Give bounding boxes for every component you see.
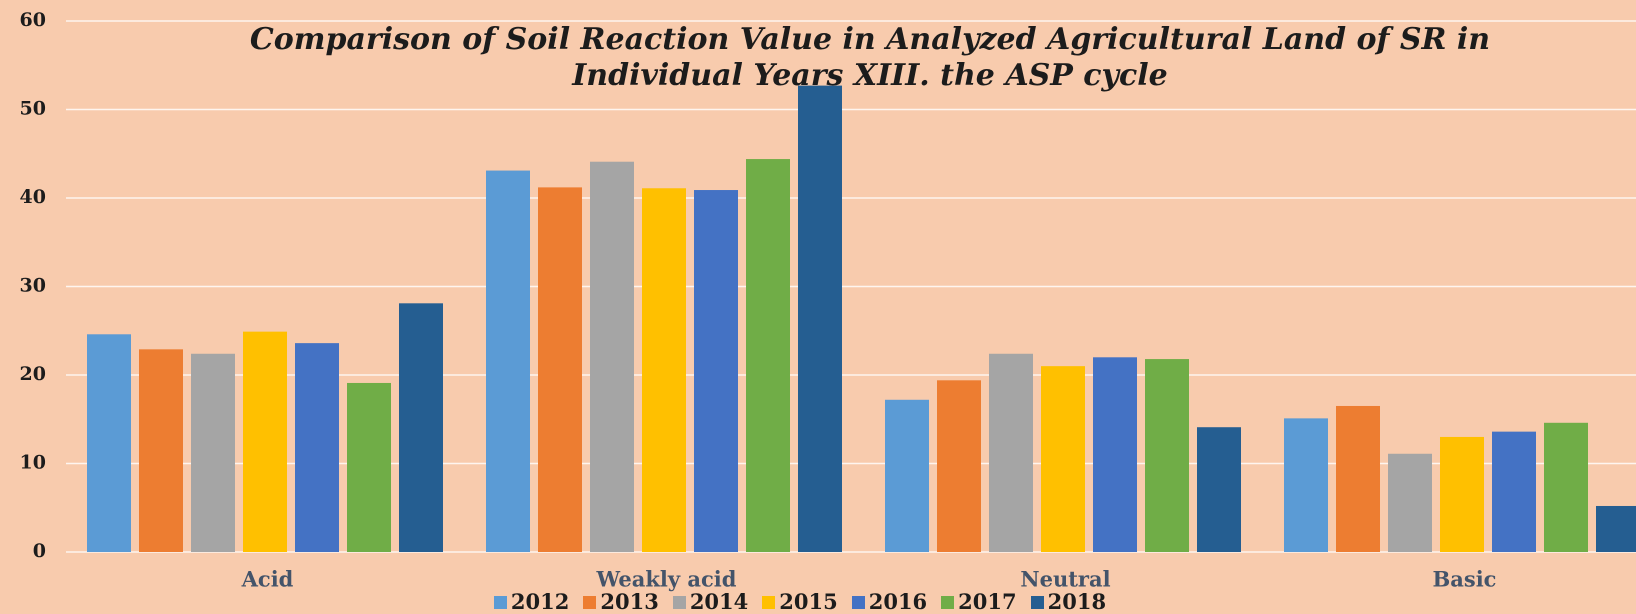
y-tick-label: 50	[20, 98, 46, 120]
legend-item: 2018	[1030, 589, 1107, 614]
x-tick-label: Basic	[1433, 567, 1497, 592]
bar	[885, 399, 929, 552]
y-tick-label: 10	[20, 452, 46, 474]
bar	[746, 159, 790, 552]
bar	[1596, 505, 1636, 552]
legend-item: 2015	[762, 589, 838, 614]
bar	[295, 343, 339, 552]
bar	[243, 331, 287, 552]
bar	[1336, 405, 1380, 552]
y-tick-label: 40	[20, 186, 46, 208]
bar	[1440, 436, 1484, 552]
y-tick-label: 0	[33, 540, 46, 562]
bar	[1093, 357, 1137, 552]
bar	[139, 349, 183, 552]
legend: 2012 2013 2014 2015 2016 2017 2018	[0, 590, 1600, 614]
legend-swatch	[672, 595, 686, 609]
bar	[937, 380, 981, 552]
bar	[1492, 431, 1536, 552]
legend-swatch	[941, 595, 955, 609]
bar	[798, 85, 842, 552]
bar	[1284, 418, 1328, 552]
bar	[347, 382, 391, 552]
x-tick-label: Acid	[241, 567, 294, 592]
y-tick-label: 30	[20, 275, 46, 297]
legend-label: 2018	[1047, 589, 1107, 614]
legend-label: 2016	[868, 589, 928, 614]
bar	[1041, 366, 1085, 552]
bar	[1197, 427, 1241, 552]
legend-label: 2012	[510, 589, 570, 614]
bar	[590, 161, 634, 552]
legend-swatch	[851, 595, 865, 609]
legend-label: 2015	[779, 589, 838, 614]
legend-swatch	[1030, 595, 1044, 609]
legend-label: 2014	[689, 589, 749, 614]
legend-label: 2017	[958, 589, 1017, 614]
bar	[486, 170, 530, 552]
legend-item: 2014	[672, 589, 749, 614]
legend-item: 2017	[941, 589, 1017, 614]
bar	[1145, 359, 1189, 552]
bar	[1388, 453, 1432, 552]
bar	[989, 353, 1033, 552]
y-tick-label: 60	[20, 9, 46, 31]
legend-swatch	[583, 595, 597, 609]
legend-swatch	[762, 595, 776, 609]
chart-title: Comparison of Soil Reaction Value in Ana…	[249, 22, 1491, 93]
legend-swatch	[493, 595, 507, 609]
legend-item: 2012	[493, 589, 570, 614]
legend-label: 2013	[600, 589, 659, 614]
x-tick-label: Neutral	[1020, 567, 1110, 592]
bar	[1544, 422, 1588, 552]
bar	[399, 303, 443, 552]
bar	[694, 190, 738, 552]
y-tick-label: 20	[20, 363, 46, 385]
bar	[191, 353, 235, 552]
bar	[87, 334, 131, 552]
bar	[642, 188, 686, 552]
legend-item: 2013	[583, 589, 659, 614]
legend-item: 2016	[851, 589, 928, 614]
x-tick-label: Weakly acid	[596, 567, 737, 592]
bar	[538, 187, 582, 552]
